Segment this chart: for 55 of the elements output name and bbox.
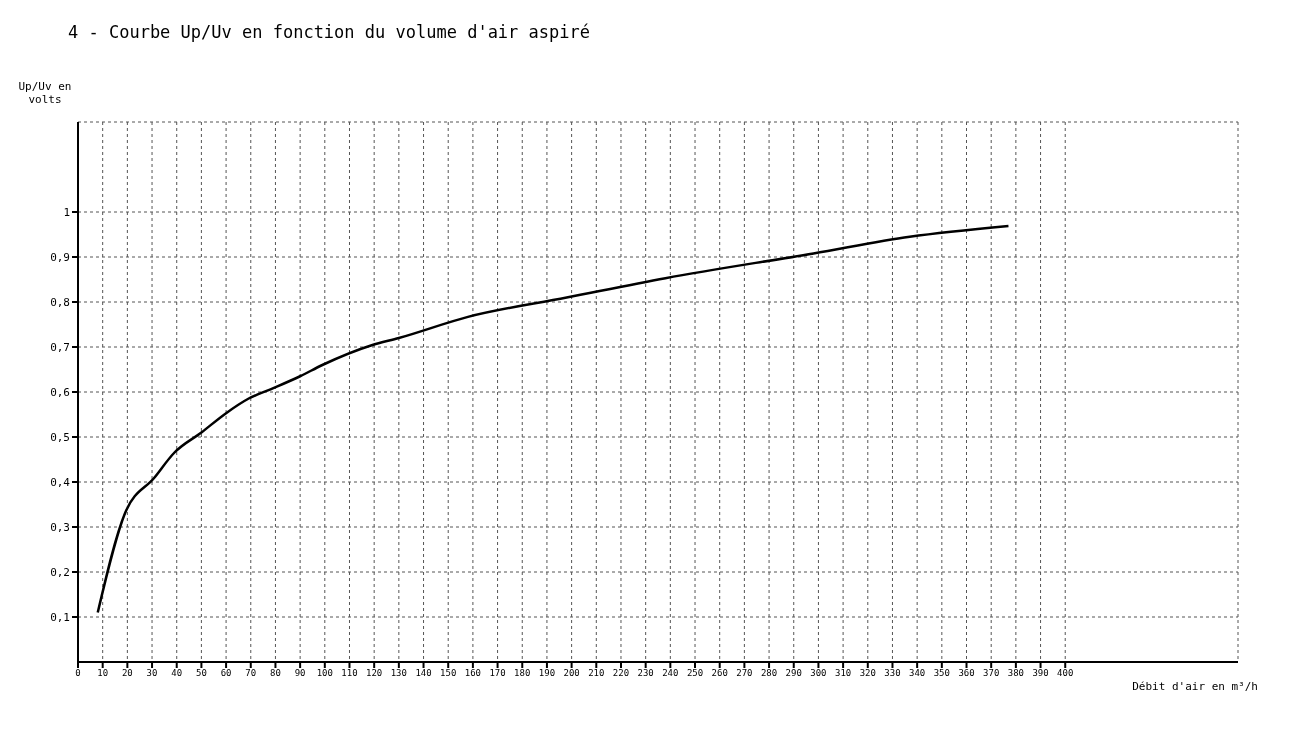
x-tick-label: 130 [390, 668, 407, 679]
x-tick-label: 220 [612, 668, 630, 679]
x-tick-label: 260 [711, 668, 728, 679]
x-tick-label: 310 [834, 668, 852, 679]
x-tick-label: 390 [1032, 668, 1049, 679]
y-tick-label: 0,6 [50, 385, 70, 399]
x-tick-label: 0 [75, 668, 81, 679]
x-tick-label: 300 [810, 668, 827, 679]
x-tick-label: 160 [464, 668, 482, 679]
x-tick-label: 80 [270, 668, 281, 679]
x-tick-label: 140 [415, 668, 432, 679]
x-tick-label: 100 [316, 668, 333, 679]
x-tick-label: 400 [1057, 668, 1074, 679]
x-tick-label: 170 [489, 668, 506, 679]
x-tick-label: 290 [785, 668, 802, 679]
x-tick-label: 370 [983, 668, 1000, 679]
x-tick-label: 380 [1007, 668, 1025, 679]
x-tick-label: 200 [563, 668, 580, 679]
x-tick-label: 90 [294, 668, 306, 679]
y-tick-label: 0,3 [50, 520, 70, 534]
y-tick-label: 0,7 [50, 340, 70, 354]
x-tick-label: 180 [514, 668, 531, 679]
x-tick-label: 110 [341, 668, 358, 679]
x-tick-label: 270 [736, 668, 753, 679]
x-tick-label: 30 [146, 668, 158, 679]
x-axis-title: Débit d'air en m³/h [1108, 680, 1258, 693]
x-tick-label: 230 [637, 668, 654, 679]
x-tick-label: 20 [121, 668, 133, 679]
y-tick-label: 0,2 [50, 565, 70, 579]
y-tick-label: 0,9 [50, 250, 70, 264]
x-tick-label: 340 [909, 668, 926, 679]
x-tick-label: 50 [195, 668, 207, 679]
y-tick-label: 0,5 [50, 430, 70, 444]
x-tick-label: 350 [933, 668, 950, 679]
x-tick-label: 210 [588, 668, 605, 679]
x-tick-label: 70 [245, 668, 257, 679]
y-tick-label: 1 [63, 205, 70, 219]
y-tick-label: 0,1 [50, 610, 70, 624]
x-tick-label: 10 [97, 668, 109, 679]
x-tick-label: 280 [760, 668, 778, 679]
y-axis-title: Up/Uv en volts [17, 80, 73, 106]
x-tick-label: 240 [662, 668, 679, 679]
x-tick-label: 250 [686, 668, 704, 679]
line-series [96, 224, 1010, 614]
x-tick-label: 60 [220, 668, 232, 679]
x-tick-label: 120 [366, 668, 383, 679]
chart-title: 4 - Courbe Up/Uv en fonction du volume d'air aspiré [68, 22, 590, 42]
x-tick-label: 360 [958, 668, 975, 679]
y-tick-label: 0,8 [50, 295, 70, 309]
x-tick-label: 40 [171, 668, 183, 679]
x-tick-label: 330 [884, 668, 901, 679]
y-tick-label: 0,4 [50, 475, 71, 489]
x-tick-label: 320 [859, 668, 876, 679]
x-tick-label: 150 [440, 668, 457, 679]
x-tick-label: 190 [538, 668, 556, 679]
